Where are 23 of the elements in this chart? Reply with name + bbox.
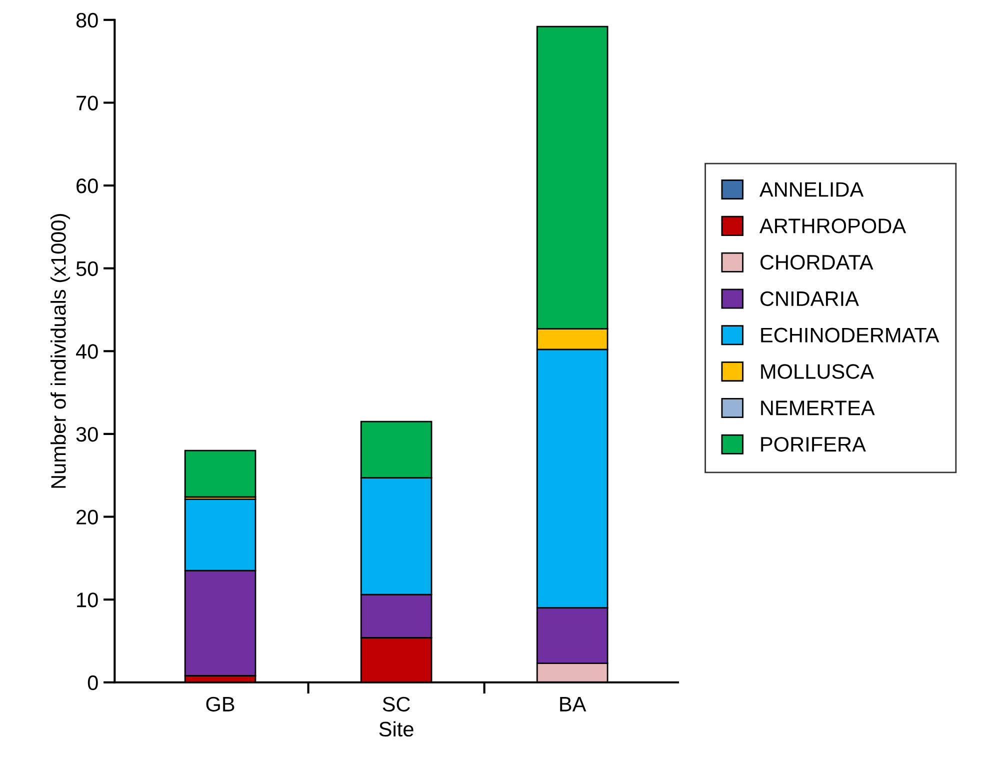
- y-tick-label: 0: [88, 675, 98, 690]
- legend-label: PORIFERA: [761, 436, 866, 452]
- y-tick-label: 10: [77, 592, 98, 608]
- x-tick-label: SC: [382, 696, 410, 712]
- y-tick-label: 80: [76, 12, 98, 28]
- x-tick-label: GB: [206, 696, 234, 712]
- legend-label: MOLLUSCA: [761, 364, 874, 379]
- x-axis-title: Site: [379, 721, 414, 737]
- y-tick-label: 30: [76, 426, 98, 442]
- legend-label: ECHINODERMATA: [761, 328, 940, 342]
- legend-label: ANNELIDA: [759, 182, 864, 197]
- y-tick-label: 60: [76, 178, 98, 194]
- y-tick-label: 20: [76, 510, 98, 525]
- y-axis-title: Number of individuals (x1000): [50, 214, 70, 488]
- y-tick-label: 50: [76, 261, 98, 276]
- legend-label: NEMERTEA: [761, 400, 875, 416]
- bar: [184, 450, 256, 498]
- x-tick-label: BA: [560, 697, 586, 712]
- legend-label: CHORDATA: [760, 254, 874, 270]
- legend-label: CNIDARIA: [760, 291, 859, 306]
- y-tick-label: 70: [76, 96, 98, 110]
- legend-label: ARTHROPODA: [759, 218, 906, 234]
- y-tick-label: 40: [76, 344, 98, 359]
